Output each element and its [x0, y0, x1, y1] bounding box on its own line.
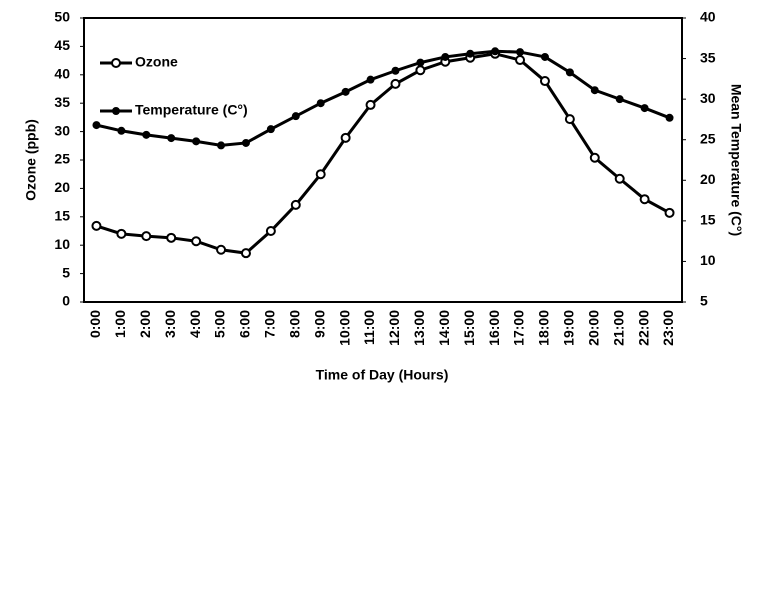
- x-tick-label: 11:00: [361, 310, 377, 345]
- data-point: [366, 75, 375, 84]
- data-point: [192, 137, 201, 146]
- y2-tick-label: 25: [700, 130, 716, 146]
- x-tick-label: 4:00: [187, 310, 203, 338]
- data-point: [291, 112, 300, 121]
- x-tick-label: 21:00: [610, 310, 626, 346]
- data-point: [141, 231, 152, 242]
- y-tick-label: 0: [62, 293, 70, 309]
- x-tick-label: 1:00: [112, 310, 128, 338]
- x-tick-label: 12:00: [386, 310, 402, 346]
- x-tick-label: 7:00: [262, 310, 278, 338]
- x-tick-label: 3:00: [162, 310, 178, 338]
- data-point: [590, 86, 599, 95]
- data-point: [315, 169, 326, 180]
- y-tick-label: 40: [54, 66, 70, 82]
- series-line: [96, 49, 671, 147]
- x-tick-label: 15:00: [461, 310, 477, 346]
- data-point: [290, 199, 301, 210]
- x-tick-label: 22:00: [635, 310, 651, 346]
- y2-tick-label: 35: [700, 49, 716, 65]
- data-point: [516, 48, 525, 57]
- data-point: [92, 121, 101, 130]
- data-point: [391, 66, 400, 75]
- data-point: [565, 68, 574, 77]
- legend-marker: [112, 107, 120, 115]
- data-point: [191, 236, 202, 247]
- y-tick-label: 45: [54, 37, 70, 53]
- x-tick-label: 9:00: [311, 310, 327, 338]
- data-point: [265, 226, 276, 236]
- y-tick-label: 50: [54, 9, 70, 25]
- data-point: [341, 87, 350, 96]
- y-tick-label: 30: [54, 122, 70, 138]
- legend-marker: [111, 58, 121, 68]
- x-tick-label: 19:00: [561, 310, 577, 346]
- x-tick-label: 0:00: [87, 310, 103, 338]
- data-point: [167, 134, 176, 143]
- data-point: [515, 55, 526, 66]
- y-axis-title: Ozone (ppb): [23, 119, 39, 201]
- legend-label: Ozone: [135, 54, 178, 70]
- data-point: [614, 173, 625, 184]
- data-point: [316, 99, 325, 108]
- x-tick-label: 6:00: [237, 310, 253, 338]
- data-point: [217, 141, 226, 150]
- data-point: [91, 220, 102, 231]
- x-tick-label: 10:00: [336, 310, 352, 346]
- legend-label: Temperature (C°): [135, 102, 248, 118]
- x-axis-title: Time of Day (Hours): [316, 367, 449, 383]
- data-point: [340, 132, 351, 143]
- data-point: [564, 114, 575, 125]
- data-point: [589, 152, 600, 163]
- data-point: [390, 78, 401, 89]
- data-point: [640, 104, 649, 113]
- data-point: [117, 126, 126, 135]
- x-tick-label: 2:00: [137, 310, 153, 338]
- y-tick-label: 25: [54, 151, 70, 167]
- y2-tick-label: 30: [700, 90, 716, 106]
- data-point: [639, 194, 650, 205]
- data-point: [216, 244, 227, 255]
- y2-tick-label: 15: [700, 212, 716, 228]
- y-tick-label: 35: [54, 94, 70, 110]
- data-point: [441, 52, 450, 61]
- data-point: [491, 47, 500, 56]
- x-tick-label: 20:00: [585, 310, 601, 346]
- y2-tick-label: 10: [700, 252, 716, 268]
- y-tick-label: 20: [54, 179, 70, 195]
- x-tick-label: 13:00: [411, 310, 427, 346]
- x-tick-label: 14:00: [436, 310, 452, 346]
- data-point: [116, 228, 127, 239]
- y2-tick-label: 5: [700, 293, 708, 309]
- data-point: [664, 207, 675, 218]
- data-point: [615, 95, 624, 104]
- x-tick-label: 16:00: [486, 310, 502, 346]
- x-tick-label: 5:00: [212, 310, 228, 338]
- data-point: [166, 232, 177, 243]
- data-point: [365, 99, 376, 110]
- y-tick-label: 10: [54, 236, 70, 252]
- x-tick-label: 18:00: [536, 310, 552, 346]
- data-point: [266, 125, 275, 134]
- data-point: [466, 49, 475, 58]
- x-tick-label: 17:00: [511, 310, 527, 346]
- data-point: [539, 76, 550, 87]
- x-tick-label: 23:00: [660, 310, 676, 346]
- data-point: [665, 113, 674, 122]
- data-point: [142, 130, 151, 139]
- y-tick-label: 15: [54, 208, 70, 224]
- y2-axis-title: Mean Temperature (C°): [728, 84, 744, 236]
- y2-tick-label: 40: [700, 9, 716, 25]
- data-point: [240, 248, 251, 259]
- data-point: [540, 52, 549, 61]
- data-point: [241, 138, 250, 147]
- data-point: [416, 58, 425, 67]
- x-tick-label: 8:00: [286, 310, 302, 338]
- y-tick-label: 5: [62, 264, 70, 280]
- data-point: [415, 65, 426, 76]
- y2-tick-label: 20: [700, 171, 716, 187]
